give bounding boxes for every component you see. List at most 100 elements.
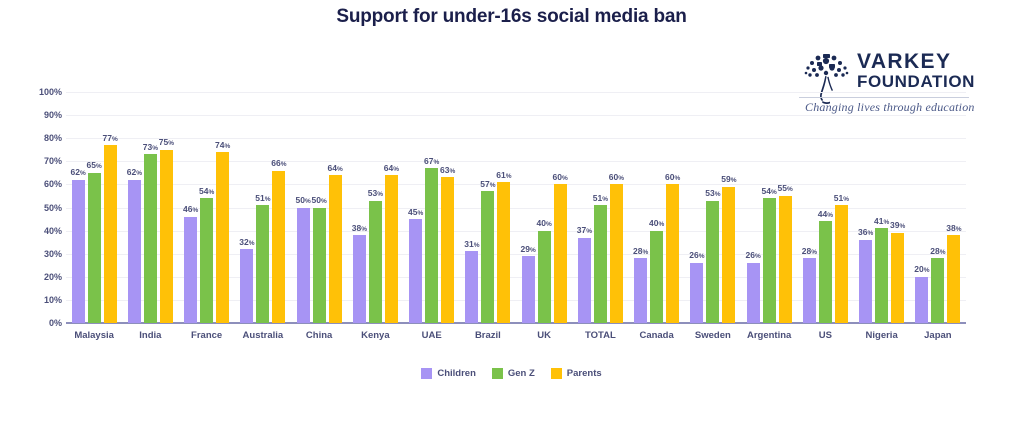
bar[interactable] xyxy=(634,258,648,323)
gridline xyxy=(66,92,966,93)
bar-value-label: 65% xyxy=(86,160,102,171)
bar-value-label: 20% xyxy=(914,264,930,275)
bar[interactable] xyxy=(71,179,85,323)
x-axis-tick-label: Argentina xyxy=(746,330,792,341)
bar[interactable] xyxy=(891,232,905,323)
bar-value-label: 26% xyxy=(689,250,705,261)
legend-swatch xyxy=(421,368,433,379)
bar-group: 36% 41% 39% xyxy=(854,92,910,323)
legend-item[interactable]: Parents xyxy=(550,368,602,379)
bar[interactable] xyxy=(915,276,929,323)
legend-swatch xyxy=(491,368,503,379)
bar[interactable] xyxy=(272,170,286,323)
bar-value-label: 66% xyxy=(271,158,287,169)
bar-value-label: 38% xyxy=(946,222,962,233)
bar[interactable] xyxy=(143,154,157,323)
bar[interactable] xyxy=(256,205,270,323)
x-axis-tick-label: India xyxy=(139,330,162,341)
bar[interactable] xyxy=(666,184,680,323)
bar-slot: 28% xyxy=(930,92,946,323)
bar[interactable] xyxy=(103,145,117,323)
bar[interactable] xyxy=(537,230,551,323)
bar[interactable] xyxy=(931,258,945,323)
bar[interactable] xyxy=(481,191,495,323)
gridline xyxy=(66,161,966,163)
bar-slot: 61% xyxy=(496,92,512,323)
bar-slot: 40% xyxy=(537,92,552,323)
x-axis-tick-label: Sweden xyxy=(694,330,731,341)
bar[interactable] xyxy=(609,184,623,323)
bar[interactable] xyxy=(127,179,141,323)
bar-group: 29% 40% 60% xyxy=(516,92,572,323)
bar[interactable] xyxy=(690,262,704,323)
bar[interactable] xyxy=(746,262,760,323)
bar[interactable] xyxy=(296,207,310,323)
bar[interactable] xyxy=(352,235,366,323)
bar[interactable] xyxy=(650,230,664,323)
bar[interactable] xyxy=(521,256,535,323)
bar-value-label: 40% xyxy=(649,218,665,229)
logo-name-line2: FOUNDATION xyxy=(857,72,976,91)
legend-item[interactable]: Gen Z xyxy=(491,368,535,379)
bar[interactable] xyxy=(834,205,848,323)
bar-group: 26% 54% 55% xyxy=(741,92,797,323)
bar[interactable] xyxy=(497,182,511,323)
bar[interactable] xyxy=(384,175,398,323)
bar-slot: 51% xyxy=(593,92,608,323)
bar-groups: 62% 65% 77% 62% 73% 75% 46% 54% 74% 32% 51% 66% 50% 5… xyxy=(66,92,966,323)
bar[interactable] xyxy=(553,184,567,323)
gridline xyxy=(66,276,966,278)
bar-value-label: 67% xyxy=(424,155,440,166)
bar-value-label: 26% xyxy=(745,250,761,261)
bar[interactable] xyxy=(159,149,173,323)
bar-slot: 36% xyxy=(858,92,873,323)
bar-slot: 64% xyxy=(327,92,343,323)
bar-value-label: 60% xyxy=(552,171,568,182)
bar[interactable] xyxy=(577,237,591,323)
bar-group: 32% 51% 66% xyxy=(235,92,291,323)
bar[interactable] xyxy=(802,258,816,323)
bar-value-label: 46% xyxy=(183,204,199,215)
bar[interactable] xyxy=(240,249,254,323)
bar-value-label: 28% xyxy=(633,245,649,256)
bar[interactable] xyxy=(328,175,342,323)
bar-value-label: 54% xyxy=(199,185,215,196)
bar-value-label: 63% xyxy=(440,164,456,175)
bar[interactable] xyxy=(425,168,439,323)
bar-slot: 77% xyxy=(103,92,118,323)
bar-value-label: 31% xyxy=(464,238,480,249)
bar[interactable] xyxy=(875,228,889,323)
x-axis-tick-label: US xyxy=(818,330,832,341)
bar[interactable] xyxy=(722,186,736,323)
bar[interactable] xyxy=(312,207,326,323)
y-axis-tick-label: 50% xyxy=(43,202,62,213)
legend-item[interactable]: Children xyxy=(421,368,476,379)
bar-slot: 44% xyxy=(818,92,833,323)
bar[interactable] xyxy=(465,251,479,323)
bar[interactable] xyxy=(200,198,214,323)
x-axis-tick-label: Malaysia xyxy=(74,330,114,341)
bar[interactable] xyxy=(762,198,776,323)
bar[interactable] xyxy=(947,235,961,323)
bar-group: 28% 40% 60% xyxy=(629,92,685,323)
bar[interactable] xyxy=(706,200,720,323)
bar[interactable] xyxy=(441,177,455,323)
bar-value-label: 74% xyxy=(215,139,231,150)
bar[interactable] xyxy=(87,172,101,323)
x-axis-tick-label: Nigeria xyxy=(865,330,898,341)
x-axis-tick-label: Canada xyxy=(639,330,674,341)
bar[interactable] xyxy=(593,205,607,323)
bar[interactable] xyxy=(409,219,423,323)
bar[interactable] xyxy=(184,216,198,323)
x-axis-tick-label: France xyxy=(191,330,223,341)
gridlines xyxy=(66,92,966,323)
bar-slot: 39% xyxy=(890,92,905,323)
bar[interactable] xyxy=(216,152,230,323)
gridline xyxy=(66,184,966,186)
bar[interactable] xyxy=(818,221,832,323)
bar[interactable] xyxy=(778,195,792,323)
y-axis-tick-label: 60% xyxy=(43,179,62,190)
bar-value-label: 64% xyxy=(327,162,343,173)
bar[interactable] xyxy=(368,200,382,323)
bar[interactable] xyxy=(859,239,873,323)
